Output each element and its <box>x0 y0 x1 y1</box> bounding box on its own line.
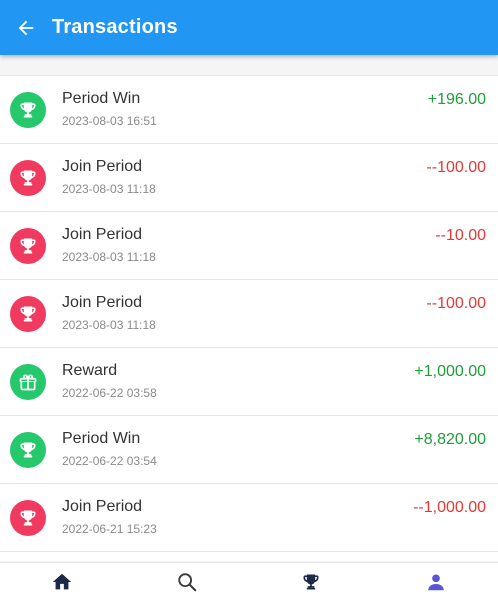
transaction-amount: --1,000.00 <box>413 499 486 516</box>
transaction-title: Reward <box>62 362 118 379</box>
nav-item-home[interactable] <box>0 563 125 601</box>
trophy-icon <box>10 432 46 468</box>
transaction-title: Join Period <box>62 498 143 515</box>
transaction-amount: +1,000.00 <box>414 363 486 380</box>
back-button[interactable] <box>0 0 52 55</box>
transaction-date: 2023-08-03 16:51 <box>62 114 157 128</box>
arrow-left-icon <box>18 20 34 35</box>
transaction-date: 2022-06-22 03:54 <box>62 454 157 468</box>
transaction-title: Join Period <box>62 158 143 175</box>
transaction-row[interactable]: Join Period 2022-06-21 15:23 --1,000.00 <box>0 484 498 552</box>
transaction-row[interactable]: Join Period 2023-08-03 11:18 --10.00 <box>0 212 498 280</box>
transaction-date: 2022-06-21 15:23 <box>62 522 157 536</box>
transaction-date: 2022-06-22 03:58 <box>62 386 157 400</box>
transaction-title: Join Period <box>62 226 143 243</box>
transaction-row[interactable]: Join Period 2023-08-03 11:18 --100.00 <box>0 280 498 348</box>
transaction-text: Join Period 2023-08-03 11:18 <box>62 225 156 264</box>
transaction-row[interactable]: Join Period 2023-08-03 11:18 --100.00 <box>0 144 498 212</box>
transaction-text: Join Period 2023-08-03 11:18 <box>62 293 156 332</box>
trophy-icon <box>10 500 46 536</box>
transaction-text: Join Period 2022-06-21 15:23 <box>62 497 157 536</box>
transaction-text: Reward 2022-06-22 03:58 <box>62 361 157 400</box>
nav-item-trophy[interactable] <box>249 563 374 601</box>
transaction-date: 2023-08-03 11:18 <box>62 318 156 332</box>
transaction-date: 2023-08-03 11:18 <box>62 250 156 264</box>
transaction-row[interactable]: Period Win 2023-08-03 16:51 +196.00 <box>0 76 498 144</box>
trophy-icon <box>301 572 321 592</box>
transaction-text: Period Win 2022-06-22 03:54 <box>62 429 157 468</box>
transaction-row[interactable]: Period Win 2022-06-22 03:54 +8,820.00 <box>0 416 498 484</box>
bottom-navigation <box>0 562 498 601</box>
transaction-amount: --100.00 <box>426 295 486 312</box>
trophy-icon <box>10 228 46 264</box>
nav-item-search[interactable] <box>125 563 250 601</box>
trophy-icon <box>10 160 46 196</box>
transaction-row[interactable]: Reward 2022-06-22 03:58 +1,000.00 <box>0 348 498 416</box>
transaction-date: 2023-08-03 11:18 <box>62 182 156 196</box>
home-icon <box>51 571 73 593</box>
transaction-amount: --100.00 <box>426 159 486 176</box>
page-title: Transactions <box>52 16 178 38</box>
nav-item-person[interactable] <box>374 563 498 601</box>
trophy-icon <box>10 92 46 128</box>
transaction-text: Join Period 2023-08-03 11:18 <box>62 157 156 196</box>
transaction-amount: +8,820.00 <box>414 431 486 448</box>
transaction-title: Join Period <box>62 294 143 311</box>
search-icon <box>176 571 198 593</box>
trophy-icon <box>10 296 46 332</box>
transaction-list: Period Win 2023-08-03 16:51 +196.00 Join Pe… <box>0 75 498 561</box>
gift-icon <box>10 364 46 400</box>
person-icon <box>425 571 447 593</box>
transaction-title: Period Win <box>62 430 141 447</box>
transaction-text: Period Win 2023-08-03 16:51 <box>62 89 157 128</box>
app-bar: Transactions <box>0 0 498 55</box>
transaction-amount: +196.00 <box>427 91 486 108</box>
transaction-amount: --10.00 <box>435 227 486 244</box>
transaction-title: Period Win <box>62 90 141 107</box>
